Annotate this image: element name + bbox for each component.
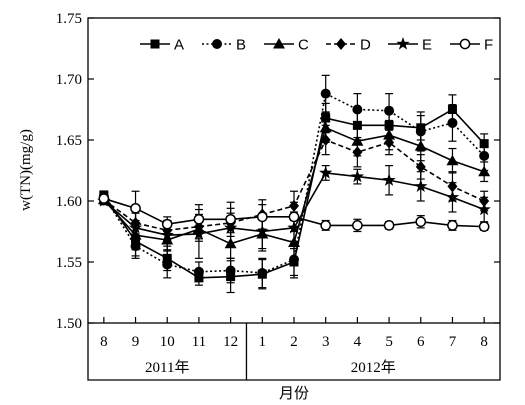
data-point-E [477, 202, 491, 216]
x-tick-label: 8 [480, 334, 488, 350]
data-point-B [193, 266, 204, 277]
data-point-F [225, 213, 236, 225]
data-point-F [320, 220, 332, 231]
year-group-label: 2012年 [351, 359, 396, 376]
data-point-D [415, 160, 426, 173]
y-tick-label: 1.50 [56, 316, 82, 332]
legend-entry-B: B [202, 37, 246, 54]
data-point-E [382, 173, 396, 186]
x-tick-label: 9 [132, 334, 140, 350]
data-point-F [478, 221, 490, 232]
x-tick-label: 12 [223, 334, 238, 350]
data-point-B [162, 259, 173, 270]
data-point-F [193, 213, 205, 225]
data-point-F [288, 211, 300, 223]
data-point-D [384, 136, 395, 149]
data-point-D [320, 134, 331, 146]
data-point-C [446, 154, 459, 166]
year-group-label: 2011年 [145, 359, 189, 376]
plot-area [97, 74, 491, 294]
data-point-B [320, 88, 331, 99]
x-tick-label: 11 [192, 334, 206, 350]
data-point-E [128, 220, 143, 234]
legend-entry-A: A [140, 37, 184, 54]
x-tick-label: 2 [290, 334, 298, 350]
data-point-E [160, 228, 174, 241]
x-tick-label: 8 [100, 334, 108, 350]
x-axis-label: 月份 [279, 385, 309, 402]
legend-marker [396, 37, 410, 50]
data-point-F [130, 202, 141, 214]
data-point-B [384, 105, 395, 116]
data-point-C [478, 165, 491, 177]
data-point-F [447, 220, 458, 231]
legend-marker [336, 38, 346, 50]
data-point-D [352, 146, 363, 159]
data-point-B [257, 267, 268, 278]
x-tick-label: 6 [417, 334, 425, 350]
legend-label: E [422, 37, 432, 54]
y-tick-label: 1.75 [56, 11, 82, 27]
data-point-E [319, 165, 333, 179]
legend-label: C [298, 37, 309, 54]
legend-entry-D: D [326, 37, 371, 54]
data-point-E [350, 169, 365, 183]
x-tick-label: 5 [385, 334, 393, 350]
x-tick-label: 7 [449, 334, 457, 350]
y-axis-label: w(TN)(mg/g) [18, 129, 34, 211]
x-tick-label: 4 [354, 334, 362, 350]
data-point-F [256, 211, 268, 223]
x-axis-frame [87, 323, 501, 381]
legend-label: A [174, 37, 184, 54]
data-point-C [414, 140, 427, 151]
y-tick-label: 1.55 [56, 255, 82, 271]
legend-label: D [360, 37, 371, 54]
legend-marker [212, 39, 222, 49]
y-tick-label: 1.65 [56, 133, 82, 149]
data-point-B [352, 104, 363, 115]
legend-entry-C: C [264, 37, 309, 54]
data-point-F [352, 220, 363, 231]
data-point-B [479, 150, 490, 161]
legend-label: B [236, 37, 246, 54]
data-point-F [98, 193, 110, 204]
data-point-B [447, 117, 458, 128]
axes: 1.501.551.601.651.701.758 9 10 11 12 1 2 3 4 5 6 7 8… [56, 11, 501, 381]
data-point-F [161, 218, 173, 230]
x-tick-label: 10 [160, 334, 175, 350]
data-point-E [445, 190, 460, 203]
legend-label: F [484, 37, 493, 54]
data-point-E [414, 179, 428, 193]
legend-marker [459, 38, 471, 50]
x-tick-label: 1 [259, 334, 267, 350]
data-point-F [415, 216, 427, 228]
data-point-B [225, 265, 236, 276]
x-tick-label: 3 [322, 334, 330, 350]
legend: A B C D E F [140, 37, 493, 54]
series-F [98, 190, 490, 237]
legend-marker [150, 39, 160, 49]
legend-entry-E: E [388, 37, 432, 54]
y-tick-label: 1.60 [56, 194, 82, 210]
legend-marker [273, 38, 285, 49]
data-point-E [255, 224, 269, 238]
data-point-F [383, 220, 395, 231]
legend-entry-F: F [450, 37, 493, 54]
y-tick-label: 1.70 [56, 72, 82, 88]
